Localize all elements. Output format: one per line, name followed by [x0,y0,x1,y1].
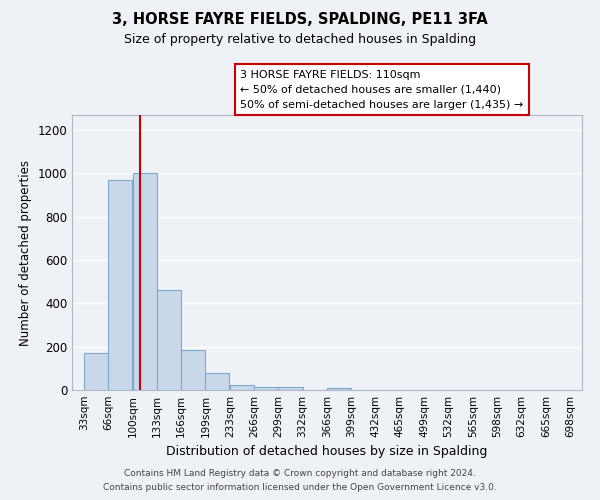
Text: 3, HORSE FAYRE FIELDS, SPALDING, PE11 3FA: 3, HORSE FAYRE FIELDS, SPALDING, PE11 3F… [112,12,488,28]
Bar [205,372,229,390]
Bar [181,350,205,390]
Bar [278,387,302,390]
Text: Contains public sector information licensed under the Open Government Licence v3: Contains public sector information licen… [103,484,497,492]
Y-axis label: Number of detached properties: Number of detached properties [19,160,32,346]
Text: 3 HORSE FAYRE FIELDS: 110sqm
← 50% of detached houses are smaller (1,440)
50% of: 3 HORSE FAYRE FIELDS: 110sqm ← 50% of de… [240,70,524,110]
Bar [254,387,278,390]
Bar [108,180,132,390]
Bar [328,388,352,390]
Bar [157,290,181,390]
Bar [230,384,254,390]
Bar [84,353,108,390]
X-axis label: Distribution of detached houses by size in Spalding: Distribution of detached houses by size … [166,446,488,458]
Text: Contains HM Land Registry data © Crown copyright and database right 2024.: Contains HM Land Registry data © Crown c… [124,468,476,477]
Text: Size of property relative to detached houses in Spalding: Size of property relative to detached ho… [124,32,476,46]
Bar [133,174,157,390]
